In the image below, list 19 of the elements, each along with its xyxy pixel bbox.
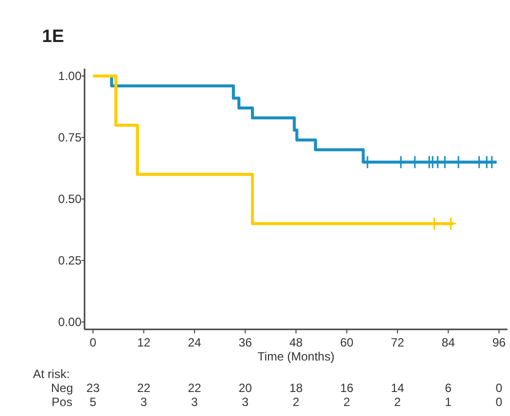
x-axis-title: Time (Months) bbox=[258, 349, 334, 364]
x-tick-label: 60 bbox=[340, 335, 354, 350]
text: Pos 5 3 3 3 2 2 2 1 0 bbox=[52, 395, 502, 409]
x-tick-label: 48 bbox=[289, 335, 303, 350]
y-tick-label: 1.00 bbox=[58, 69, 82, 84]
x-tick-label: 84 bbox=[442, 335, 456, 350]
y-tick-label: 0.25 bbox=[58, 254, 82, 268]
x-tick-label: 96 bbox=[492, 335, 506, 350]
y-tick-label: 0.50 bbox=[58, 192, 82, 206]
x-tick-label: 36 bbox=[238, 335, 252, 350]
x-tick-label: 12 bbox=[137, 335, 151, 350]
y-tick-label: 0.00 bbox=[58, 315, 82, 330]
y-tick-label: 0.75 bbox=[58, 130, 82, 145]
chart-title: 1E bbox=[42, 26, 64, 46]
text: At risk: bbox=[33, 367, 70, 381]
x-tick-label: 0 bbox=[90, 335, 97, 350]
text: Neg 23 22 22 20 18 16 14 6 0 bbox=[50, 381, 502, 395]
x-tick-label: 72 bbox=[390, 335, 404, 350]
x-tick-label: 24 bbox=[188, 335, 202, 350]
